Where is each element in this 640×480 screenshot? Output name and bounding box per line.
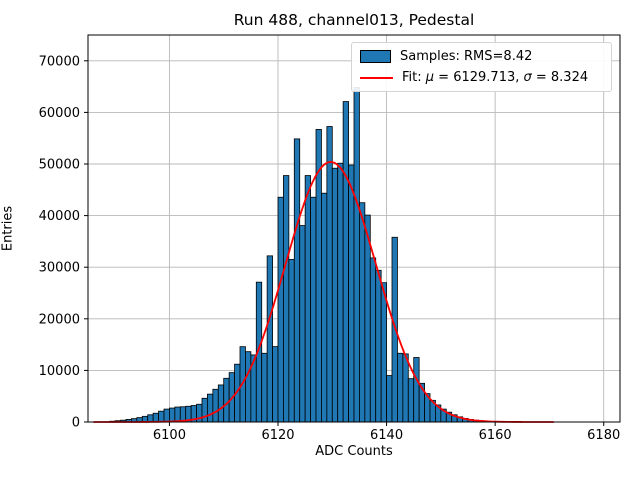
histogram-bar — [212, 388, 219, 423]
histogram-bar — [304, 175, 311, 423]
histogram-bar — [380, 282, 387, 423]
histogram-bar — [266, 255, 273, 423]
histogram-bar — [413, 357, 420, 423]
histogram-bar — [310, 196, 317, 423]
histogram-bar — [375, 269, 382, 423]
histogram-bar — [364, 214, 371, 423]
histogram-bar — [152, 412, 159, 423]
histogram-bar — [245, 351, 252, 423]
histogram-bar — [407, 378, 415, 423]
y-tick-label: 40000 — [39, 209, 80, 224]
histogram-bar — [369, 257, 377, 423]
x-tick-label: 6180 — [587, 428, 620, 443]
histogram-bar — [272, 346, 279, 423]
y-tick-label: 0 — [72, 416, 80, 431]
y-tick-label: 60000 — [39, 106, 80, 121]
legend-samples-label: Samples: RMS=8.42 — [400, 48, 533, 64]
x-tick-label: 6100 — [153, 428, 186, 443]
histogram-bar — [342, 101, 349, 423]
histogram-bar — [299, 225, 306, 423]
histogram-bar — [277, 196, 284, 423]
legend-fit-label: Fit: μ = 6129.713, σ = 8.324 — [402, 70, 589, 86]
mu-symbol: μ — [425, 70, 435, 86]
histogram-bar — [288, 259, 295, 423]
y-tick-label: 50000 — [39, 158, 80, 173]
histogram-bar — [158, 410, 165, 423]
fit-line-swatch — [360, 76, 393, 79]
histogram-bar — [402, 353, 409, 423]
histogram-bar — [331, 167, 339, 423]
legend-samples-row: Samples: RMS=8.42 — [360, 46, 603, 66]
histogram-bar — [353, 87, 360, 423]
histogram-bar — [174, 406, 181, 423]
histogram-bar — [147, 414, 154, 423]
histogram-bar — [163, 408, 170, 423]
y-tick-label: 30000 — [39, 261, 80, 276]
y-axis-label: Entries — [0, 205, 16, 252]
histogram-bar — [386, 375, 393, 423]
histogram-bar — [261, 352, 268, 423]
legend: Samples: RMS=8.42 Fit: μ = 6129.713, σ =… — [351, 42, 612, 92]
histogram-bar — [293, 138, 301, 423]
histogram-bar — [207, 393, 214, 423]
sigma-symbol: σ — [523, 70, 532, 86]
histogram-bar — [397, 352, 404, 423]
histogram-bar — [283, 175, 290, 423]
histogram-bar — [326, 126, 333, 423]
y-tick-label: 20000 — [39, 312, 80, 327]
samples-swatch — [360, 49, 391, 63]
histogram-bar — [348, 164, 355, 423]
histogram-bar — [223, 377, 230, 423]
x-tick-label: 6120 — [261, 428, 294, 443]
y-tick-label: 10000 — [39, 364, 80, 379]
x-tick-label: 6160 — [479, 428, 512, 443]
plot-frame — [87, 34, 621, 423]
histogram-bar — [337, 162, 344, 423]
x-axis-label: ADC Counts — [315, 444, 393, 459]
x-tick-label: 6140 — [370, 428, 403, 443]
y-tick-label: 70000 — [39, 54, 80, 69]
legend-fit-row: Fit: μ = 6129.713, σ = 8.324 — [360, 68, 603, 88]
histogram-bar — [201, 397, 208, 423]
plot-title: Run 488, channel013, Pedestal — [233, 11, 475, 29]
histogram-bar — [217, 384, 225, 423]
histogram-bar — [321, 192, 328, 423]
histogram-bar — [169, 407, 176, 423]
histogram-bar — [359, 202, 366, 423]
